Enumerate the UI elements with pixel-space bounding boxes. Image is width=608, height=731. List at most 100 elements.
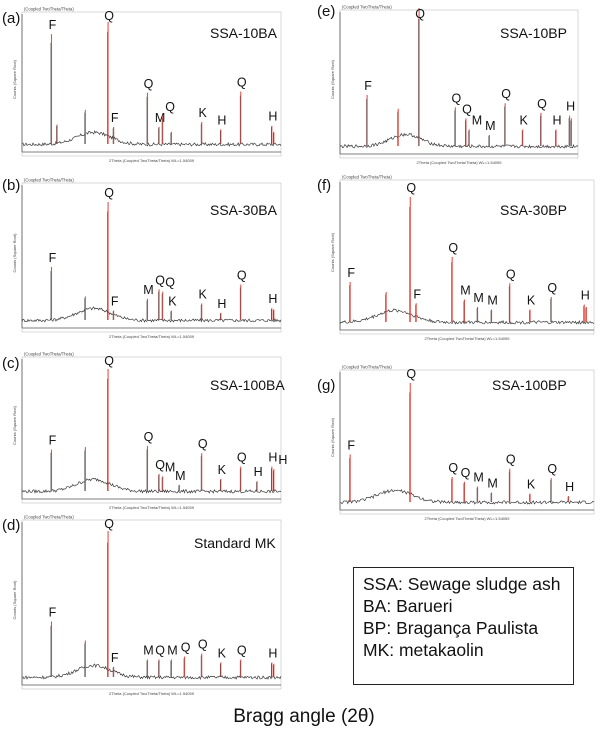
- phase-label: Q: [461, 466, 471, 480]
- phase-label: F: [413, 287, 421, 301]
- sample-name: Standard MK: [194, 535, 276, 551]
- phase-label: Q: [547, 462, 557, 476]
- xrd-panel-g: (Coupled TwoTheta/Theta) Counts (Square R…: [317, 365, 595, 521]
- sample-name: SSA-30BP: [500, 202, 567, 218]
- phase-label: K: [520, 113, 529, 127]
- phase-label: Q: [448, 461, 458, 475]
- panel-header: (Coupled TwoTheta/Theta): [342, 5, 392, 10]
- phase-label: H: [566, 100, 575, 114]
- phase-label: Q: [506, 453, 516, 467]
- phase-label: Q: [237, 76, 247, 90]
- panel-header: (Coupled TwoTheta/Theta): [24, 352, 74, 357]
- phase-label: M: [165, 460, 175, 474]
- phase-label: M: [473, 471, 483, 485]
- sample-name: SSA-100BP: [492, 377, 567, 393]
- x-axis-label: 2Theta (Coupled TwoTheta/Theta) WL=1.540…: [109, 691, 195, 696]
- y-axis-label: Counts (Square Root): [330, 232, 335, 272]
- phase-label: F: [49, 434, 57, 448]
- phase-label: H: [217, 297, 226, 311]
- phase-label: Q: [451, 91, 461, 105]
- phase-label: Q: [448, 241, 458, 255]
- phase-label: Q: [237, 643, 247, 657]
- panel-letter: (f): [317, 177, 331, 194]
- y-axis-label: Counts (Square Root): [12, 580, 17, 620]
- xrd-panel-e: (Coupled TwoTheta/Theta) Counts (Square R…: [317, 3, 579, 165]
- phase-label: H: [268, 110, 277, 124]
- panel-letter: (a): [2, 10, 20, 27]
- phase-label: H: [254, 465, 263, 479]
- y-axis-label: Counts (Square Root): [330, 59, 335, 99]
- legend-box: SSA: Sewage sludge ash BA: Barueri BP: B…: [353, 567, 574, 685]
- panel-letter: (g): [317, 377, 335, 394]
- x-axis-label: 2Theta (Coupled TwoTheta/Theta) WL=1.540…: [425, 516, 511, 521]
- panel-header: (Coupled TwoTheta/Theta): [342, 365, 392, 370]
- phase-label: Q: [104, 186, 114, 200]
- phase-label: Q: [144, 77, 154, 91]
- phase-label: M: [175, 469, 185, 483]
- panel-header: (Coupled TwoTheta/Theta): [24, 178, 74, 183]
- panel-letter: (b): [2, 177, 20, 194]
- phase-label: M: [460, 284, 470, 298]
- phase-label: Q: [165, 276, 175, 290]
- diffraction-trace: [21, 306, 282, 323]
- sample-name: SSA-10BP: [500, 25, 567, 41]
- phase-label: M: [487, 476, 497, 490]
- phase-label: Q: [155, 273, 165, 287]
- sample-name: SSA-100BA: [210, 377, 285, 393]
- phase-label: Q: [237, 451, 247, 465]
- phase-label: Q: [547, 281, 557, 295]
- phase-label: H: [565, 480, 574, 494]
- x-axis-label: 2Theta (Coupled TwoTheta/Theta) WL=1.540…: [425, 336, 511, 341]
- phase-label: H: [278, 453, 287, 467]
- phase-label: Q: [155, 643, 165, 657]
- xrd-panel-f: (Coupled TwoTheta/Theta) Counts (Square R…: [317, 175, 595, 341]
- phase-label: Q: [104, 354, 114, 368]
- phase-label: Q: [198, 437, 208, 451]
- phase-label: H: [217, 113, 226, 127]
- xrd-panel-a: (Coupled TwoTheta/Theta) Counts (Square R…: [2, 7, 282, 163]
- phase-label: Q: [506, 267, 516, 281]
- phase-label: H: [553, 113, 562, 127]
- phase-label: M: [472, 113, 482, 127]
- phase-label: Q: [501, 87, 511, 101]
- panel-letter: (c): [2, 355, 20, 372]
- panel-letter: (e): [317, 3, 335, 20]
- phase-label: Q: [155, 458, 165, 472]
- phase-label: K: [168, 295, 177, 309]
- phase-label: Q: [198, 638, 208, 652]
- phase-label: F: [49, 18, 57, 32]
- panel-header: (Coupled TwoTheta/Theta): [24, 7, 74, 12]
- phase-label: K: [218, 646, 227, 660]
- panel-header: (Coupled TwoTheta/Theta): [342, 175, 392, 180]
- phase-label: K: [199, 287, 208, 301]
- phase-label: F: [49, 606, 57, 620]
- phase-label: M: [143, 643, 153, 657]
- phase-label: Q: [537, 97, 547, 111]
- phase-label: Q: [104, 517, 114, 531]
- phase-label: Q: [415, 7, 425, 21]
- y-axis-label: Counts (Square Root): [12, 233, 17, 273]
- legend-line-mk: MK: metakaolin: [363, 640, 484, 660]
- phase-label: H: [268, 646, 277, 660]
- phase-label: Q: [181, 641, 191, 655]
- phase-label: F: [111, 295, 119, 309]
- phase-label: Q: [406, 367, 416, 381]
- phase-label: Q: [144, 430, 154, 444]
- legend-line-ba: BA: Barueri: [363, 596, 453, 616]
- y-axis-label: Counts (Square Root): [12, 59, 17, 99]
- bragg-angle-axis-title: Bragg angle (2θ): [233, 706, 375, 727]
- phase-label: M: [167, 643, 177, 657]
- phase-label: F: [347, 266, 355, 280]
- phase-label: F: [347, 438, 355, 452]
- phase-label: F: [111, 111, 119, 125]
- diffraction-trace: [21, 663, 282, 680]
- phase-label: M: [485, 119, 495, 133]
- x-axis-label: 2Theta (Coupled TwoTheta/Theta) WL=1.540…: [109, 505, 195, 510]
- phase-label: M: [155, 111, 165, 125]
- diffraction-trace: [339, 308, 595, 325]
- phase-label: K: [218, 463, 227, 477]
- phase-label: F: [364, 79, 372, 93]
- xrd-panel-c: (Coupled TwoTheta/Theta) Counts (Square R…: [2, 352, 287, 511]
- phase-label: H: [268, 451, 277, 465]
